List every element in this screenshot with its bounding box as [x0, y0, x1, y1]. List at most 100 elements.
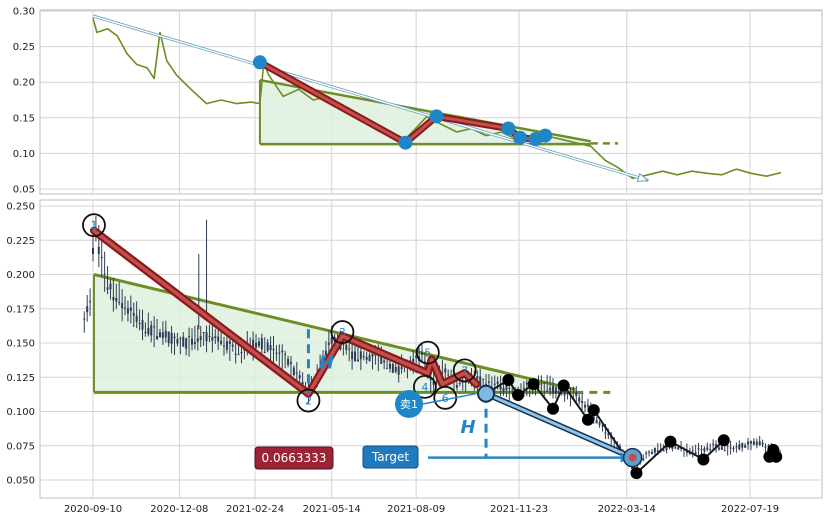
bottom-y-tick-label: 0.225: [6, 236, 35, 247]
price-box-label: 0.0663333: [262, 451, 327, 465]
candle-body: [426, 376, 429, 379]
candle-body: [723, 450, 726, 452]
candle-body: [354, 351, 357, 362]
candle-body: [86, 306, 89, 313]
candle-body: [476, 376, 479, 380]
x-tick-label: 2022-07-19: [721, 504, 779, 515]
candle-body: [487, 381, 490, 383]
bottom-y-tick-label: 0.250: [6, 202, 35, 213]
candle-body: [607, 433, 610, 435]
candle-body: [595, 419, 598, 424]
candle-body: [549, 387, 552, 391]
bottom-black-point: [697, 453, 710, 466]
h-marker-label: H: [460, 417, 475, 438]
x-axis: 2020-09-10 2020-12-08 2021-02-24 2021-05-14…: [64, 504, 779, 515]
candle-body: [709, 448, 712, 450]
top-y-tick-label: 0.15: [13, 113, 35, 124]
candle-body: [132, 312, 135, 316]
candle-body: [257, 341, 260, 347]
candle-body: [289, 362, 292, 364]
numbered-point-ring: [452, 358, 477, 383]
candle-body: [514, 387, 517, 389]
candle-body: [298, 375, 301, 379]
top-frame: [39, 9, 823, 195]
candle-body: [415, 355, 418, 358]
candle-body: [211, 336, 214, 341]
candle-body: [147, 327, 150, 335]
candle-body: [604, 432, 607, 434]
candle-body: [720, 446, 723, 450]
x-tick-label: 2021-05-14: [303, 504, 361, 515]
candle-body: [656, 450, 659, 452]
candle-body: [732, 448, 735, 450]
top-y-tick-label: 0.05: [13, 185, 35, 196]
candle-body: [208, 335, 211, 337]
candle-body: [356, 359, 359, 362]
candle-body: [240, 352, 243, 354]
candle-body: [447, 374, 450, 376]
candle-body: [362, 356, 365, 358]
entry-point: [477, 384, 496, 403]
candle-body: [543, 382, 546, 384]
candle-body: [269, 345, 272, 351]
candle-body: [164, 330, 167, 338]
candle-body: [182, 336, 185, 347]
candle-body: [712, 443, 715, 445]
candle-body: [348, 348, 351, 350]
candle-body: [729, 447, 732, 449]
top-panel: 0.30 0.25 0.20 0.15 0.10 0.05: [13, 7, 823, 196]
candle-body: [252, 339, 255, 350]
candle-body: [156, 335, 159, 340]
candle-body: [455, 385, 458, 388]
candle-body: [330, 337, 333, 344]
candle-body: [118, 302, 121, 304]
candle-body: [324, 350, 327, 356]
top-y-tick-label: 0.10: [13, 149, 35, 160]
candle-body: [715, 444, 718, 447]
target-point-core: [628, 453, 637, 462]
x-tick-label: 2020-09-10: [64, 504, 122, 515]
candle-body: [685, 451, 688, 453]
candle-body: [703, 448, 706, 452]
candle-body: [205, 332, 208, 342]
candle-body: [592, 416, 595, 421]
candle-body: [482, 378, 485, 380]
candle-body: [138, 322, 141, 324]
candle-body: [554, 387, 557, 394]
candle-body: [115, 298, 118, 302]
candle-body: [648, 451, 651, 453]
candle-body: [263, 351, 266, 353]
candle-body: [391, 363, 394, 373]
candle-body: [287, 358, 290, 365]
candle-body: [386, 367, 389, 369]
candle-body: [228, 341, 231, 344]
candle-body: [126, 308, 129, 314]
bottom-black-point: [527, 378, 540, 391]
candle-body: [502, 387, 505, 393]
candle-body: [677, 447, 680, 450]
candle-body: [185, 338, 188, 349]
bottom-black-point: [587, 404, 600, 417]
candle-body: [691, 450, 694, 452]
candle-body: [674, 447, 677, 449]
numbered-point-label: 7: [461, 364, 468, 377]
candle-body: [223, 345, 226, 347]
candle-body: [161, 332, 164, 339]
candle-body: [525, 382, 528, 384]
price-box: [254, 446, 334, 470]
candle-body: [586, 404, 589, 407]
candle-body: [371, 354, 374, 357]
candle-body: [551, 386, 554, 394]
candle-body: [272, 349, 275, 351]
candle-body: [578, 397, 581, 402]
bottom-y-tick-label: 0.175: [6, 304, 35, 315]
candle-body: [121, 303, 124, 309]
candle-body: [717, 447, 720, 450]
numbered-point-label: 1: [90, 219, 97, 232]
candle-body: [764, 446, 767, 448]
numbered-point-label: 5: [424, 347, 431, 360]
candle-body: [755, 441, 758, 445]
top-pattern-point: [513, 130, 528, 145]
